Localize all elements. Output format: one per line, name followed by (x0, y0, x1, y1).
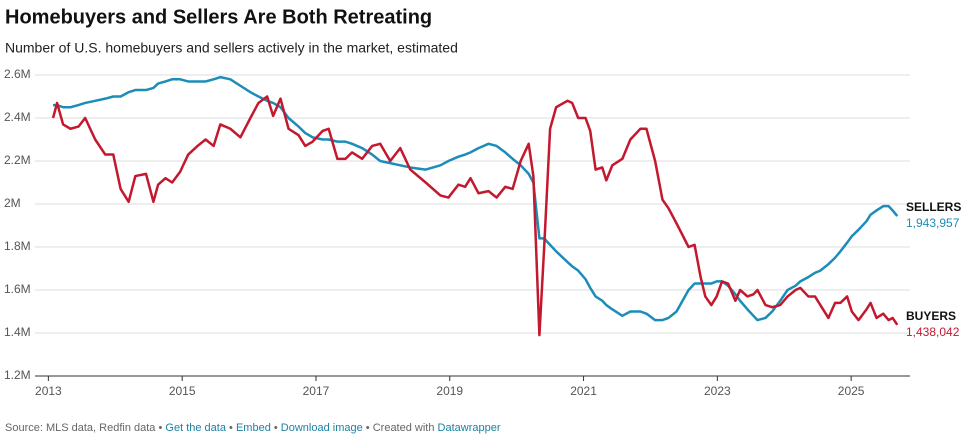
y-tick-label: 1.6M (4, 282, 31, 296)
footer-credit: Created with (373, 422, 435, 434)
footer-link[interactable]: Embed (236, 422, 271, 434)
chart-subtitle: Number of U.S. homebuyers and sellers ac… (5, 40, 458, 56)
chart-title: Homebuyers and Sellers Are Both Retreati… (5, 6, 432, 28)
y-tick-label: 1.8M (4, 239, 31, 253)
x-tick-label: 2013 (35, 384, 62, 398)
footer-separator: • (229, 422, 233, 434)
x-tick-label: 2025 (838, 384, 865, 398)
y-tick-label: 2.6M (4, 67, 31, 81)
y-tick-label: 2.4M (4, 110, 31, 124)
footer-link[interactable]: Download image (281, 422, 363, 434)
y-tick-label: 1.2M (4, 368, 31, 382)
footer-link[interactable]: Get the data (165, 422, 226, 434)
series-name: BUYERS (906, 309, 956, 323)
value-label: 1,943,957 (906, 216, 960, 230)
series-line (53, 75, 899, 322)
footer-link[interactable]: Datawrapper (438, 422, 501, 434)
y-tick-label: 2M (4, 196, 21, 210)
x-tick-label: 2021 (570, 384, 597, 398)
footer-source: Source: MLS data, Redfin data (5, 422, 156, 434)
x-tick-label: 2019 (436, 384, 463, 398)
footer-separator: • (366, 422, 370, 434)
series-name: SELLERS (906, 200, 961, 214)
x-tick-label: 2015 (169, 384, 196, 398)
footer-separator: • (274, 422, 278, 434)
series-line (51, 95, 899, 337)
x-tick-label: 2017 (303, 384, 330, 398)
value-label: 1,438,042 (906, 325, 960, 339)
x-tick-label: 2023 (704, 384, 731, 398)
footer-separator: • (159, 422, 163, 434)
footer: Source: MLS data, Redfin data • Get the … (5, 422, 501, 434)
y-tick-label: 1.4M (4, 325, 31, 339)
y-tick-label: 2.2M (4, 153, 31, 167)
